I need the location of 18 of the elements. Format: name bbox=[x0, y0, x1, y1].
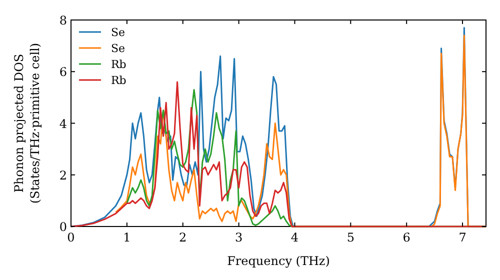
y-tick-label: 0 bbox=[59, 220, 67, 234]
x-axis-title: Frequency (THz) bbox=[227, 254, 330, 268]
x-tick-label: 6 bbox=[402, 230, 410, 244]
x-tick-label: 7 bbox=[458, 230, 466, 244]
x-tick-label: 1 bbox=[123, 230, 131, 244]
y-tick-label: 8 bbox=[59, 14, 67, 28]
legend-label: Rb bbox=[111, 58, 126, 71]
legend-label: Rb bbox=[111, 74, 126, 87]
y-tick-label: 6 bbox=[59, 65, 67, 80]
x-tick-label: 2 bbox=[179, 230, 187, 244]
y-tick-label: 2 bbox=[59, 168, 67, 182]
y-axis-title: Phonon projected DOS (States/THz·primitive cell) bbox=[12, 42, 42, 204]
y-tick-label: 4 bbox=[59, 116, 68, 131]
x-tick-label: 3 bbox=[234, 230, 243, 244]
legend-label: Se bbox=[111, 26, 126, 39]
legend-label: Se bbox=[111, 42, 126, 55]
x-tick-label: 4 bbox=[290, 230, 299, 244]
x-tick-label: 5 bbox=[346, 230, 354, 244]
